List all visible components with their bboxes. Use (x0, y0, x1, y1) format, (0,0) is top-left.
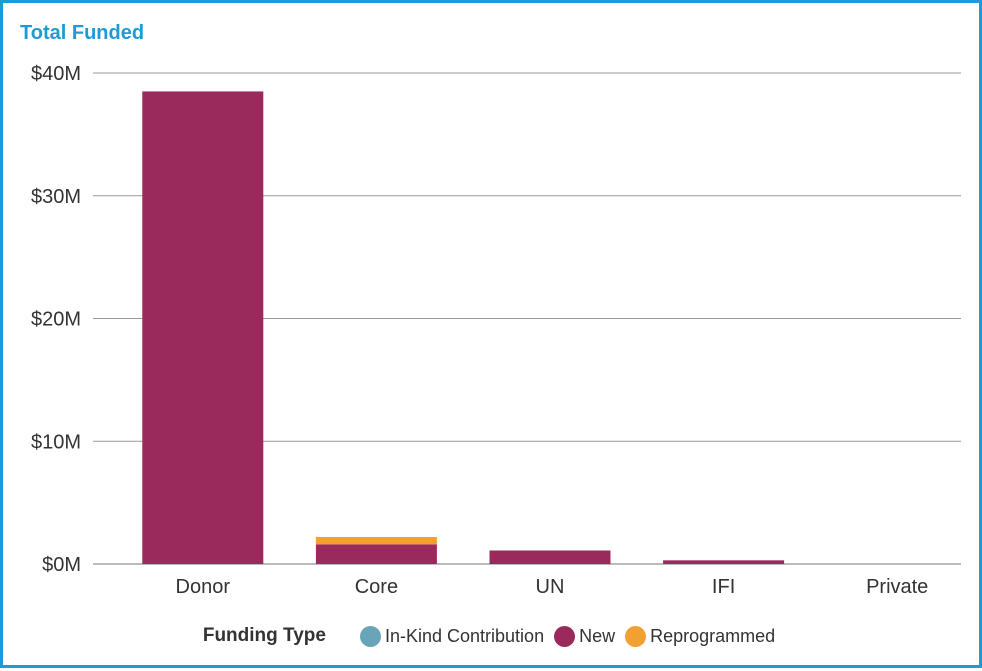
bar-chart: $0M $10M $20M $30M $40M Donor Core UN IFI Privat… (31, 63, 961, 598)
y-tick-label: $0M (42, 554, 81, 576)
bars (142, 91, 785, 564)
bar-core-new[interactable] (315, 544, 437, 564)
bar-core-reprogrammed[interactable] (315, 536, 437, 545)
legend: Funding Type In-Kind Contribution New Re… (3, 622, 982, 650)
y-tick-label: $10M (31, 431, 81, 453)
x-tick-label: UN (536, 576, 565, 598)
x-tick-label: Core (355, 576, 398, 598)
bar-un-new[interactable] (489, 550, 611, 564)
y-tick-label: $30M (31, 186, 81, 208)
legend-swatch-new (554, 625, 576, 647)
bar-ifi-new[interactable] (663, 560, 785, 564)
legend-label-in-kind-contribution: In-Kind Contribution (384, 625, 545, 646)
x-tick-label: Private (866, 576, 928, 598)
legend-label-new: New (579, 625, 616, 646)
legend-item-reprogrammed[interactable]: Reprogrammed (625, 625, 776, 647)
y-tick-label: $40M (31, 63, 81, 85)
legend-title: Funding Type (202, 625, 326, 646)
x-tick-label: IFI (712, 576, 735, 598)
y-tick-label: $20M (31, 309, 81, 331)
x-axis-tick-labels: Donor Core UN IFI Private (176, 576, 929, 598)
y-axis-tick-labels: $0M $10M $20M $30M $40M (31, 63, 81, 576)
bar-donor-new[interactable] (142, 91, 264, 564)
legend-item-in-kind-contribution[interactable]: In-Kind Contribution (359, 625, 545, 647)
legend-swatch-reprogrammed (625, 625, 647, 647)
legend-item-new[interactable]: New (554, 625, 616, 647)
x-tick-label: Donor (176, 576, 231, 598)
legend-swatch-in-kind-contribution (359, 625, 381, 647)
legend-label-reprogrammed: Reprogrammed (650, 625, 776, 646)
chart-title: Total Funded (20, 22, 145, 44)
